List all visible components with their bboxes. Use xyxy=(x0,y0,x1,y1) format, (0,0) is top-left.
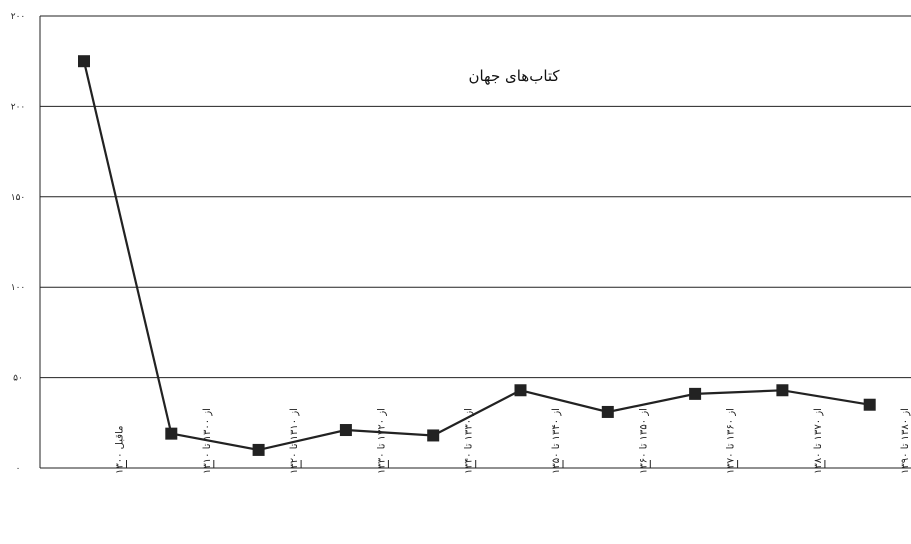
data-point-marker xyxy=(776,384,789,397)
data-point-marker xyxy=(514,384,527,397)
x-tick-label: از ۱۳۲۰ تا ۱۳۳۰ xyxy=(376,408,387,474)
data-point-marker xyxy=(427,429,440,442)
y-tick-label: ۵۰ xyxy=(13,374,23,384)
x-tick-label: از ۱۳۷۰ تا ۱۳۸۰ xyxy=(813,408,824,474)
x-tick-label: از ۱۳۸۰ تا ۱۳۹۰ xyxy=(900,408,911,474)
data-point-marker xyxy=(339,424,352,437)
data-point-marker xyxy=(601,405,614,418)
series-line xyxy=(82,60,870,452)
data-point-marker xyxy=(863,398,876,411)
data-point-marker xyxy=(78,55,90,68)
data-markers xyxy=(78,55,876,456)
chart-title: کتاب‌های جهان xyxy=(468,67,560,85)
y-tick-label: ۱۵۰ xyxy=(11,193,26,203)
x-tick-label: از ۱۳۵۰ تا ۱۳۶۰ xyxy=(638,408,649,474)
x-tick-label: از ۱۳۳۰ تا ۱۳۴۰ xyxy=(464,408,475,474)
x-tick-label: از ۱۳۶۰ تا ۱۳۷۰ xyxy=(726,408,737,474)
data-point-marker xyxy=(165,427,178,440)
y-tick-labels: ۰ ۵۰ ۱۰۰ ۱۵۰ ۲۰۰ ۲۰۰ xyxy=(11,12,26,474)
data-point-marker xyxy=(689,387,702,400)
x-tick-label: از ۱۳۴۰ تا ۱۳۵۰ xyxy=(551,408,562,474)
x-tick-label: ماقبل ۱۳۰۰ xyxy=(115,426,126,474)
data-point-marker xyxy=(252,443,265,456)
gridlines xyxy=(40,15,911,379)
y-tick-label: ۲۰۰ xyxy=(11,12,26,22)
y-tick-label: ۲۰۰ xyxy=(11,102,26,112)
y-tick-label: ۰ xyxy=(16,464,21,474)
y-tick-label: ۱۰۰ xyxy=(11,283,26,293)
